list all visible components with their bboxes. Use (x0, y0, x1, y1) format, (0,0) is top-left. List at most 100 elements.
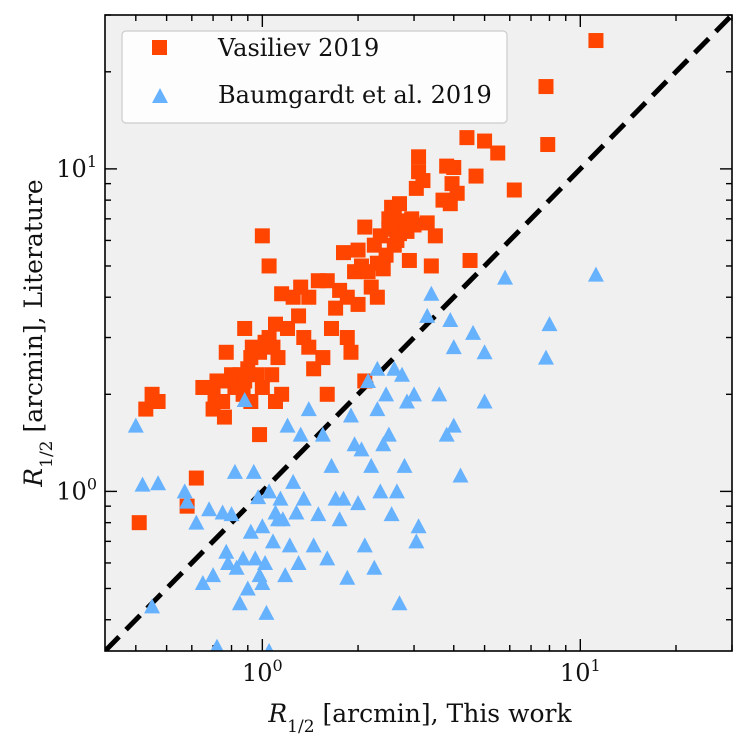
square-point (357, 219, 373, 235)
triangle-point (476, 393, 493, 409)
square-point (375, 261, 391, 277)
triangle-point (323, 457, 340, 473)
triangle-point (419, 307, 436, 323)
square-point (291, 308, 307, 324)
triangle-point (587, 266, 604, 282)
triangle-point (176, 483, 193, 499)
triangle-point (366, 559, 383, 575)
triangle-point (218, 543, 235, 559)
triangle-point (144, 598, 161, 614)
triangle-point (264, 533, 281, 549)
square-point (280, 320, 296, 336)
triangle-point (290, 554, 307, 570)
triangle-point (335, 490, 352, 506)
triangle-point (254, 518, 271, 534)
triangle-point (226, 463, 243, 479)
triangle-point (356, 537, 373, 553)
square-point (588, 33, 604, 49)
square-point (150, 393, 166, 409)
square-point (419, 215, 435, 231)
triangle-point (537, 349, 554, 365)
triangle-point (261, 483, 278, 499)
triangle-point (247, 550, 264, 566)
triangle-point (257, 554, 274, 570)
square-point (490, 145, 506, 161)
triangle-point (383, 506, 400, 522)
square-point (468, 168, 484, 184)
triangle-point (465, 324, 482, 340)
triangle-point (210, 638, 224, 651)
legend-box (121, 30, 508, 124)
triangle-point (235, 550, 252, 566)
square-point (401, 252, 417, 268)
triangle-point (406, 386, 423, 402)
triangle-point (360, 372, 377, 388)
triangle-point (369, 360, 386, 376)
legend-square-marker (152, 40, 167, 55)
square-point (423, 258, 439, 274)
square-point (506, 182, 522, 198)
square-point (446, 159, 462, 175)
triangle-point (410, 518, 427, 534)
triangle-point (445, 417, 462, 433)
triangle-point (242, 523, 259, 539)
x-tick-label: 100 (242, 656, 283, 687)
square-point (249, 367, 265, 383)
triangle-point (353, 441, 370, 457)
square-point (216, 409, 232, 425)
x-axis-title: R1/2 [arcmin], This work (267, 699, 572, 737)
triangle-point (541, 316, 558, 332)
triangle-point (391, 595, 408, 611)
square-point (449, 185, 465, 201)
triangle-point (239, 580, 256, 596)
triangle-point (205, 567, 222, 583)
triangle-point (295, 490, 312, 506)
series-0 (131, 33, 604, 531)
legend: Vasiliev 2019 Baumgardt et al. 2019 (121, 30, 508, 124)
triangle-point (363, 457, 380, 473)
triangle-point (279, 417, 296, 433)
x-tick-label: 101 (560, 656, 601, 687)
triangle-point (375, 436, 392, 452)
triangle-point (274, 511, 291, 527)
square-point (319, 386, 335, 402)
square-point (254, 228, 270, 244)
triangle-point (339, 569, 356, 585)
square-point (477, 133, 493, 149)
y-tick-label: 101 (56, 152, 97, 183)
triangle-point (134, 476, 151, 492)
triangle-point (285, 473, 302, 489)
triangle-point (258, 604, 275, 620)
triangle-point (310, 506, 327, 522)
triangle-point (288, 504, 305, 520)
triangle-point (431, 386, 448, 402)
triangle-point (445, 339, 462, 355)
triangle-point (442, 311, 459, 327)
triangle-point (264, 643, 274, 651)
square-point (274, 286, 290, 302)
y-tick-label: 100 (56, 474, 97, 505)
plot-frame (104, 14, 733, 652)
triangle-point (188, 514, 205, 530)
square-point (406, 217, 422, 233)
square-point (328, 300, 344, 316)
square-point (350, 242, 366, 258)
square-point (315, 350, 331, 366)
triangle-point (277, 567, 294, 583)
square-point (188, 470, 204, 486)
triangle-point (378, 386, 395, 402)
triangle-point (245, 463, 262, 479)
triangle-point (497, 269, 514, 285)
triangle-point (438, 426, 455, 442)
square-point (268, 316, 284, 332)
square-point (336, 245, 352, 261)
triangle-point (380, 426, 397, 442)
triangle-point (201, 501, 218, 517)
triangle-point (319, 550, 336, 566)
triangle-point (250, 489, 267, 505)
square-point (252, 427, 268, 443)
square-point (301, 339, 317, 355)
square-point (411, 149, 427, 165)
square-point (270, 350, 286, 366)
triangle-point (388, 483, 405, 499)
